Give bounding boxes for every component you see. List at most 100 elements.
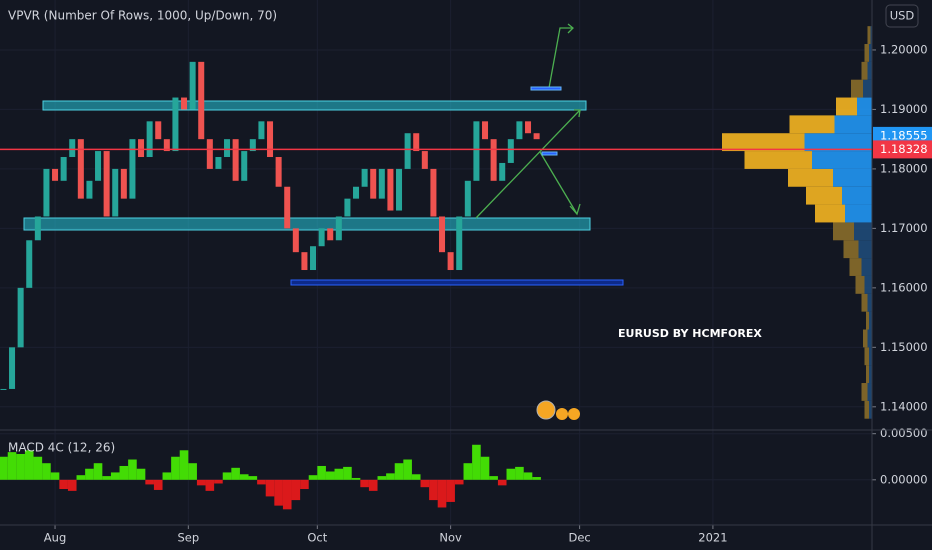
x-tick-label: Oct xyxy=(307,531,327,545)
y-tick-label: 0.00500 xyxy=(880,426,928,440)
y-tick-label: 1.16000 xyxy=(880,280,928,294)
candle xyxy=(26,240,33,288)
volume-down xyxy=(863,79,872,98)
volume-up xyxy=(863,329,868,348)
trend-line xyxy=(539,151,578,215)
candle xyxy=(490,139,497,181)
macd-bar xyxy=(515,466,524,480)
candle xyxy=(353,186,360,199)
y-tick-label: 1.20000 xyxy=(880,42,928,56)
volume-up xyxy=(836,97,857,116)
volume-up xyxy=(722,133,805,152)
currency-button[interactable] xyxy=(885,4,919,28)
macd-bar xyxy=(67,479,77,491)
y-tick-label: 0.00000 xyxy=(880,472,928,486)
candle xyxy=(112,168,119,217)
event-icon[interactable] xyxy=(536,400,556,420)
macd-bar xyxy=(497,479,507,486)
candle xyxy=(301,252,308,271)
candle xyxy=(447,252,454,271)
target-box xyxy=(541,151,558,156)
candle xyxy=(60,157,67,181)
candle xyxy=(404,133,411,169)
candle xyxy=(189,61,196,110)
candle xyxy=(86,180,93,199)
candle xyxy=(34,216,41,241)
candle xyxy=(378,168,385,199)
volume-down xyxy=(867,61,872,80)
candle xyxy=(413,133,420,152)
candle xyxy=(275,157,282,187)
indicator-title[interactable]: VPVR (Number Of Rows, 1000, Up/Down, 70) xyxy=(8,9,277,23)
volume-down xyxy=(867,383,872,401)
y-tick-label: 1.17000 xyxy=(880,221,928,235)
volume-down xyxy=(854,222,872,241)
candle xyxy=(138,139,145,158)
macd-bar xyxy=(0,456,8,480)
volume-up xyxy=(861,61,868,80)
candle xyxy=(172,97,179,152)
indicator-title[interactable]: MACD 4C (12, 26) xyxy=(8,441,115,455)
macd-bar xyxy=(446,479,455,502)
candle xyxy=(525,121,532,134)
event-icon[interactable] xyxy=(568,408,580,420)
candle xyxy=(215,157,222,169)
candle xyxy=(9,347,16,389)
candle xyxy=(129,139,136,199)
macd-bar xyxy=(523,472,533,480)
macd-bar xyxy=(454,479,464,485)
macd-bar xyxy=(171,456,180,480)
macd-bar xyxy=(437,479,447,508)
target-box xyxy=(530,86,562,91)
macd-bar xyxy=(472,444,481,480)
candle xyxy=(249,139,256,152)
candle xyxy=(198,61,205,140)
y-tick-label: 1.19000 xyxy=(880,102,928,116)
macd-bar xyxy=(145,479,154,485)
y-tick-label: 1.14000 xyxy=(880,399,928,413)
volume-down xyxy=(857,97,872,116)
volume-up xyxy=(861,293,868,312)
macd-bar xyxy=(334,468,344,480)
candle xyxy=(361,168,368,187)
macd-bar xyxy=(179,450,189,480)
arrow-head xyxy=(567,23,574,34)
event-icon[interactable] xyxy=(556,408,568,420)
volume-up xyxy=(788,168,833,187)
volume-down xyxy=(864,275,872,294)
macd-bar xyxy=(24,450,34,480)
volume-up xyxy=(861,383,868,401)
arrow-head xyxy=(574,109,581,118)
candle xyxy=(482,121,489,140)
macd-bar xyxy=(136,468,146,480)
drawings xyxy=(23,23,624,420)
macd-bar xyxy=(222,472,232,480)
macd-bar xyxy=(110,472,120,480)
candle xyxy=(155,121,162,140)
candle xyxy=(267,121,274,158)
macd-bar xyxy=(420,479,430,488)
macd-bar xyxy=(7,452,17,480)
candle xyxy=(335,216,342,241)
macd-bar xyxy=(282,479,292,510)
volume-up xyxy=(789,115,835,134)
x-tick-label: Dec xyxy=(568,531,590,545)
macd-bar xyxy=(489,476,498,480)
candle xyxy=(69,139,76,158)
candle xyxy=(120,168,127,199)
macd-bar xyxy=(239,474,249,480)
candle xyxy=(232,139,239,181)
macd-bar xyxy=(59,479,68,490)
candle xyxy=(163,139,170,152)
x-tick-label: Aug xyxy=(44,531,66,545)
macd-bar xyxy=(377,476,387,480)
macd-bar xyxy=(50,472,60,480)
candle xyxy=(396,168,403,211)
macd-bar xyxy=(300,479,309,490)
macd-bar xyxy=(360,479,369,488)
currency[interactable]: USD xyxy=(890,9,915,23)
low-zone xyxy=(290,279,624,286)
volume-down xyxy=(861,258,872,276)
volume-up xyxy=(744,151,812,169)
